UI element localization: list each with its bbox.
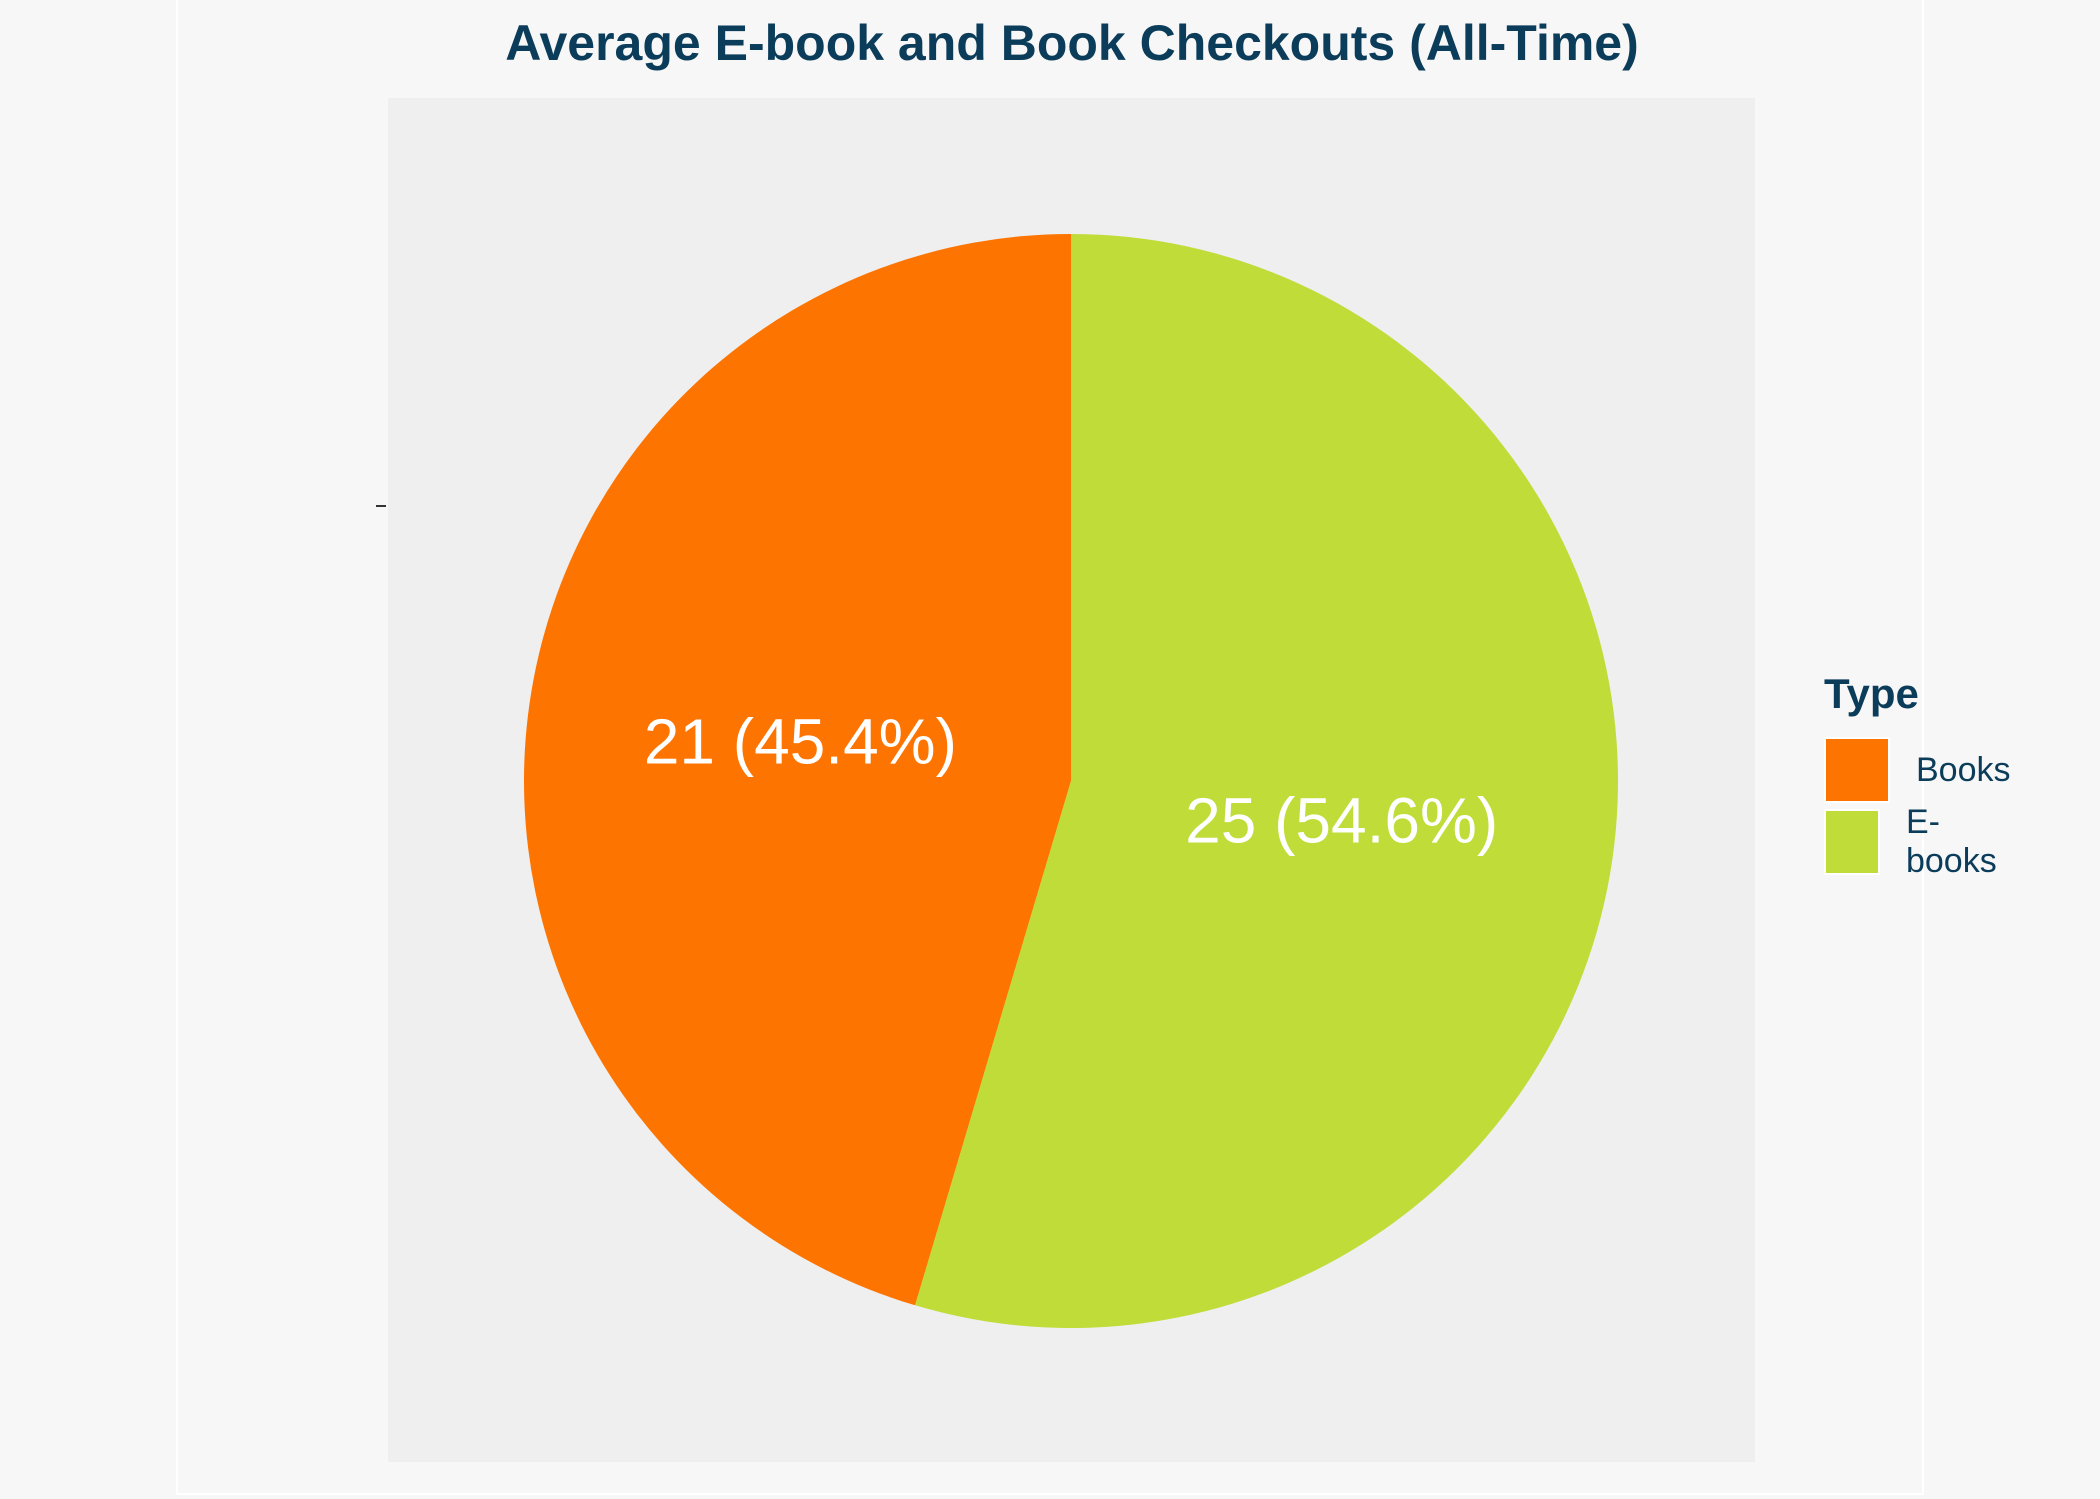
legend-label: E-books — [1905, 803, 1997, 880]
plot-panel: 21 (45.4%) 25 (54.6%) — [388, 98, 1755, 1462]
pie-slices — [523, 234, 1618, 1328]
legend: Type Books E-books — [1824, 670, 2011, 880]
legend-label: Books — [1916, 750, 2011, 789]
legend-item-ebooks: E-books — [1824, 803, 2011, 880]
legend-item-books: Books — [1824, 734, 2011, 806]
chart-title: Average E-book and Book Checkouts (All-T… — [505, 15, 1639, 71]
legend-key-swatch — [1824, 809, 1880, 875]
pie-label-books: 21 (45.4%) — [644, 706, 957, 778]
chart-figure: Average E-book and Book Checkouts (All-T… — [176, 0, 2011, 1495]
pie-label-ebooks: 25 (54.6%) — [1185, 784, 1498, 856]
pie-chart: 21 (45.4%) 25 (54.6%) — [523, 234, 1618, 1328]
legend-title: Type — [1824, 670, 1919, 717]
y-axis-tick — [376, 505, 386, 507]
pie-slice-books — [523, 234, 1071, 1306]
legend-items: Books E-books — [1824, 734, 2011, 880]
pie-labels: 21 (45.4%) 25 (54.6%) — [644, 706, 1498, 857]
pie-slice-ebooks — [915, 234, 1618, 1328]
legend-key-swatch — [1824, 737, 1890, 803]
